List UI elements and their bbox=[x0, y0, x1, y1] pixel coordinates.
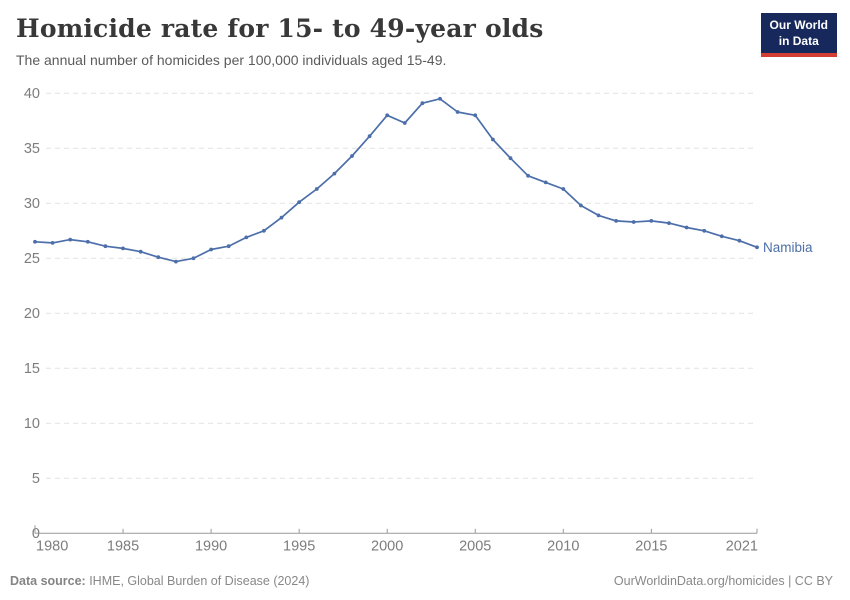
data-point bbox=[297, 200, 301, 205]
data-point bbox=[526, 173, 530, 178]
x-axis-tick-label: 2005 bbox=[459, 538, 491, 554]
data-point bbox=[103, 244, 108, 249]
data-point bbox=[191, 256, 196, 261]
data-point bbox=[50, 241, 55, 245]
credit-line: OurWorldinData.org/homicides | CC BY bbox=[613, 574, 833, 588]
data-point bbox=[402, 121, 407, 125]
data-source-text: IHME, Global Burden of Disease (2024) bbox=[85, 574, 310, 588]
owid-logo-line1: Our World bbox=[769, 18, 828, 32]
y-axis-tick-label: 25 bbox=[24, 251, 40, 267]
data-point bbox=[262, 228, 266, 233]
data-source-label: Data source: bbox=[10, 574, 86, 588]
x-axis-tick-label: 2015 bbox=[635, 538, 667, 554]
data-point bbox=[279, 215, 284, 220]
data-point bbox=[226, 244, 231, 249]
data-point bbox=[420, 101, 425, 106]
data-point bbox=[156, 255, 161, 260]
y-axis-tick-label: 40 bbox=[24, 86, 40, 102]
data-point bbox=[473, 113, 478, 118]
y-axis-tick-label: 35 bbox=[24, 141, 40, 157]
x-axis-tick-label: 1995 bbox=[283, 538, 315, 554]
data-point bbox=[68, 237, 73, 242]
data-point bbox=[174, 259, 178, 264]
data-point bbox=[491, 137, 495, 142]
x-axis-tick-label: 1985 bbox=[107, 538, 139, 554]
owid-logo: Our World in Data bbox=[760, 13, 837, 58]
y-axis-tick-label: 5 bbox=[32, 471, 40, 487]
data-point bbox=[438, 96, 442, 101]
data-point bbox=[561, 187, 566, 191]
data-line bbox=[34, 97, 758, 263]
data-point bbox=[314, 187, 319, 191]
y-axis-tick-label: 30 bbox=[24, 196, 40, 212]
data-point bbox=[85, 239, 90, 244]
data-point bbox=[138, 249, 143, 254]
data-point bbox=[719, 234, 724, 239]
data-point bbox=[385, 113, 390, 118]
data-point bbox=[614, 219, 618, 223]
data-point bbox=[332, 171, 337, 176]
data-point bbox=[667, 221, 671, 226]
chart-subtitle: The annual number of homicides per 100,0… bbox=[16, 52, 447, 68]
data-point bbox=[579, 203, 583, 208]
data-point bbox=[755, 245, 759, 250]
data-point bbox=[543, 180, 548, 185]
data-point bbox=[737, 238, 742, 243]
x-axis-tick-label: 2000 bbox=[371, 538, 403, 554]
data-point bbox=[455, 110, 460, 114]
data-point bbox=[33, 239, 37, 244]
x-axis-tick-label: 1990 bbox=[195, 538, 227, 554]
x-axis-tick-label: 1980 bbox=[36, 538, 68, 554]
chart-footer: Data source: IHME, Global Burden of Dise… bbox=[10, 574, 833, 588]
data-point bbox=[684, 225, 689, 230]
y-axis-tick-label: 10 bbox=[24, 416, 40, 432]
data-point bbox=[209, 247, 214, 252]
data-point bbox=[121, 246, 125, 251]
series-end-label: Namibia bbox=[763, 240, 813, 255]
data-point bbox=[244, 235, 249, 240]
data-point bbox=[702, 228, 707, 233]
data-point bbox=[350, 154, 354, 158]
x-axis-tick-label: 2021 bbox=[726, 538, 758, 554]
data-point bbox=[649, 219, 654, 223]
data-point bbox=[596, 213, 601, 218]
data-source-note: Data source: IHME, Global Burden of Dise… bbox=[10, 574, 309, 588]
y-axis-tick-label: 15 bbox=[24, 361, 40, 377]
page-title: Homicide rate for 15- to 49-year olds bbox=[16, 14, 544, 43]
y-axis-tick-label: 20 bbox=[24, 306, 40, 322]
data-point bbox=[367, 134, 372, 139]
x-axis-tick-label: 2010 bbox=[547, 538, 579, 554]
data-point bbox=[631, 220, 636, 224]
data-point bbox=[508, 156, 513, 161]
owid-logo-line2: in Data bbox=[778, 33, 819, 48]
